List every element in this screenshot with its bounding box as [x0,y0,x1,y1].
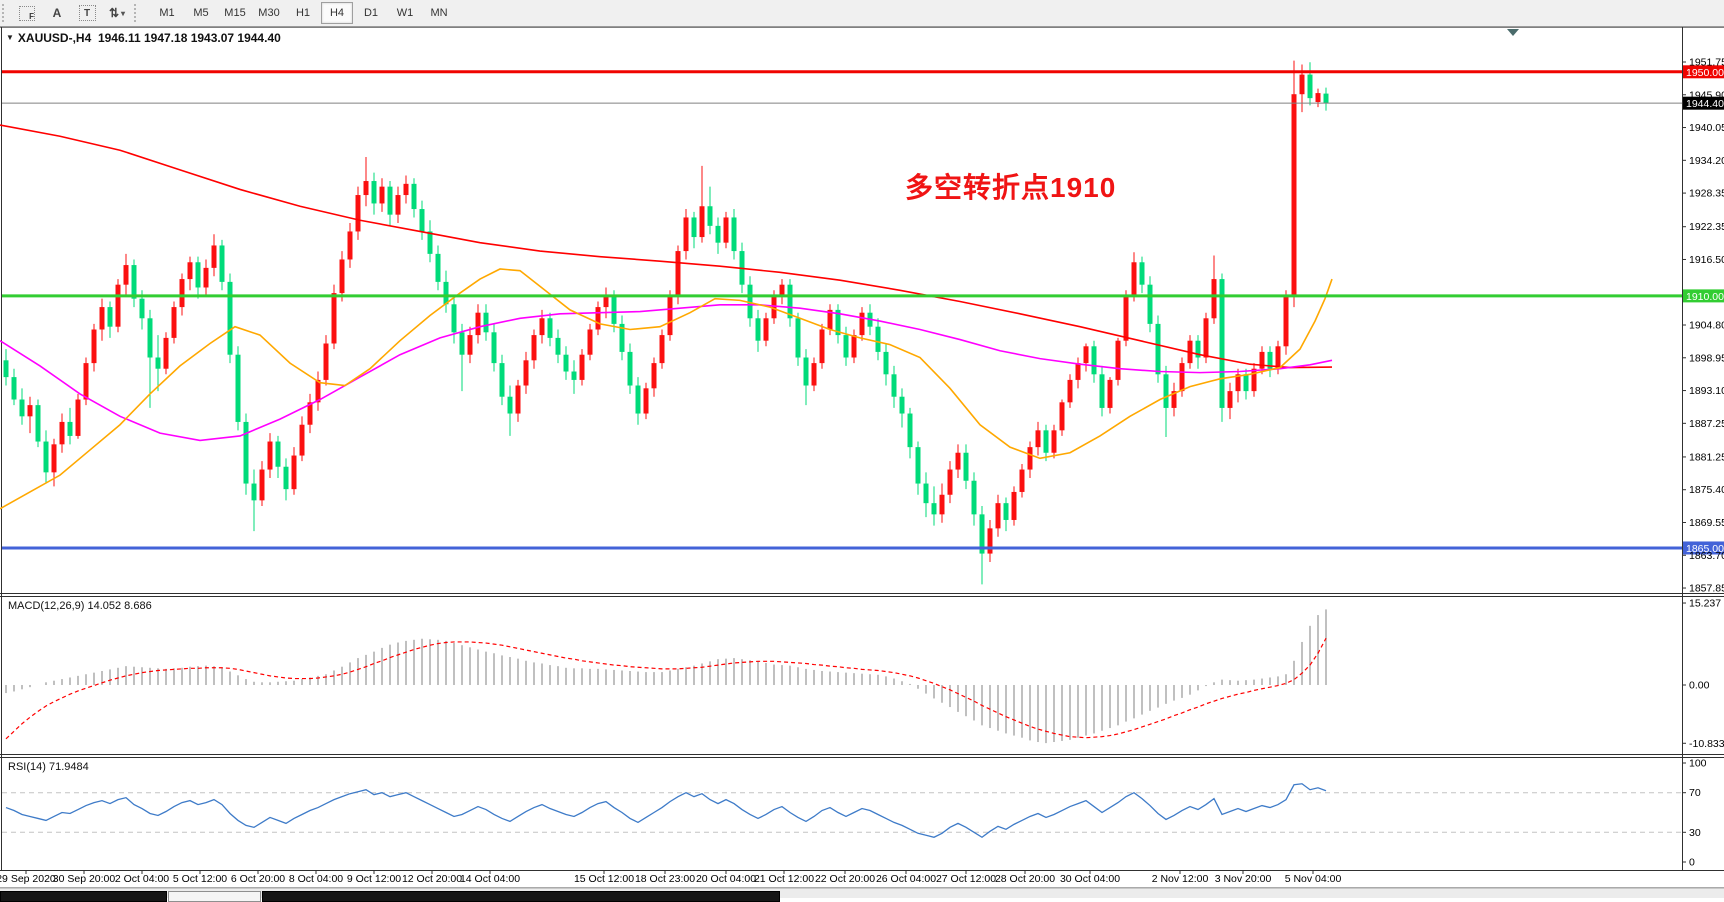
chart-shift-marker-icon [1507,29,1519,36]
rsi-indicator-label: RSI(14) 71.9484 [8,761,89,773]
price-axis-label: 1928.35 [1689,188,1724,200]
fibonacci-icon: F [19,5,35,21]
time-axis-label: 30 Oct 04:00 [1060,873,1120,885]
top-toolbar: F A T ⇅ ▾ M1 M5 M15 M30 H1 H4 D1 W1 MN [0,0,1724,27]
price-axis-label: 1863.70 [1689,550,1724,562]
price-axis-label: 1934.20 [1689,155,1724,167]
price-badge-1910.00 [1683,289,1724,303]
timeframe-button-m5[interactable]: M5 [193,7,209,19]
symbol-dropdown-icon[interactable]: ▼ [6,33,14,42]
candles-layer [3,60,1329,585]
ma-red-line [0,124,1333,369]
price-axis-label: 1940.05 [1689,122,1724,134]
chart-background [0,27,1724,888]
time-axis-label: 27 Oct 12:00 [936,873,996,885]
timeframe-button-m15[interactable]: M15 [224,7,246,19]
time-axis-label: 26 Oct 04:00 [876,873,936,885]
price-axis-label: 1922.35 [1689,221,1724,233]
price-badge-1950.00 [1683,65,1724,79]
time-axis-label: 5 Nov 04:00 [1285,873,1342,885]
timeframe-button-h1[interactable]: H1 [295,7,311,19]
price-badge-text: 1944.40 [1686,98,1724,110]
time-axis-label: 8 Oct 04:00 [289,873,343,885]
price-badge-text: 1950.00 [1686,67,1724,79]
time-axis-label: 9 Oct 12:00 [347,873,401,885]
horizontal-level-lines: 1950.00 1944.40 1910.00 1865.00 [2,65,1724,555]
toolbar-grip[interactable] [2,4,9,22]
time-axis-label: 5 Oct 12:00 [173,873,227,885]
rsi-pane: 100 70 30 0 [2,758,1707,869]
rsi-line [5,783,1327,839]
time-axis-label: 12 Oct 20:00 [402,873,462,885]
timeframe-button-d1[interactable]: D1 [363,7,379,19]
macd-indicator-label: MACD(12,26,9) 14.052 8.686 [8,600,152,612]
symbol-timeframe-label: XAUUSD-,H4 [17,31,92,45]
time-axis-label: 2 Nov 12:00 [1152,873,1209,885]
time-axis-label: 14 Oct 04:00 [460,873,520,885]
price-badge-1944.40 [1683,96,1724,110]
price-badge-text: 1910.00 [1686,291,1724,303]
price-axis: 1951.75 1945.90 1940.05 1934.20 1928.35 1922.… [1682,57,1724,595]
macd-signal-line [5,637,1327,740]
rsi-axis-label: 0 [1689,857,1695,869]
time-axis-label: 29 Sep 2020 [0,873,56,885]
timeframe-button-m30[interactable]: M30 [258,7,280,19]
price-axis-label: 1869.55 [1689,517,1724,529]
time-axis-label: 2 Oct 04:00 [115,873,169,885]
rsi-axis-label: 100 [1689,758,1707,770]
macd-axis: 15.237 0.00 -10.833 [1682,598,1724,750]
ohlc-values: 1946.11 1947.18 1943.07 1944.40 [97,31,281,45]
arrows-icon: ⇅ [108,6,120,20]
ma-magenta-line [0,304,1333,442]
price-axis-label: 1898.95 [1689,352,1724,364]
time-axis-label: 22 Oct 20:00 [815,873,875,885]
text-tool-button[interactable]: A [45,3,69,23]
chart-canvas[interactable]: 1950.00 1944.40 1910.00 1865.00 1951.75 1945.… [0,27,1724,888]
chart-text-annotation: 多空转折点1910 [905,172,1117,203]
ma-orange-line [0,268,1333,510]
rsi-axis-label: 70 [1689,787,1701,799]
price-axis-label: 1916.50 [1689,254,1724,266]
timeframe-button-group: M1 M5 M15 M30 H1 H4 D1 W1 MN [150,2,456,24]
rsi-axis-label: 30 [1689,827,1701,839]
time-axis-label: 6 Oct 20:00 [231,873,285,885]
chart-window[interactable]: 1950.00 1944.40 1910.00 1865.00 1951.75 1945.… [0,27,1724,888]
timeframe-button-mn[interactable]: MN [430,7,448,19]
time-axis-label: 20 Oct 04:00 [696,873,756,885]
price-axis-label: 1881.25 [1689,451,1724,463]
price-axis-label: 1875.40 [1689,484,1724,496]
macd-axis-label: -10.833 [1689,738,1724,750]
time-axis-label: 21 Oct 12:00 [754,873,814,885]
time-axis-label: 15 Oct 12:00 [574,873,634,885]
price-axis-label: 1951.75 [1689,57,1724,69]
price-badge-1865.00 [1683,541,1724,555]
time-axis-label: 18 Oct 23:00 [635,873,695,885]
price-axis-label: 1945.90 [1689,89,1724,101]
price-axis-label: 1904.80 [1689,320,1724,332]
price-badge-text: 1865.00 [1686,543,1724,555]
timeframe-button-m1[interactable]: M1 [159,7,175,19]
timeframe-button-w1[interactable]: W1 [396,7,414,19]
fibonacci-tool-button[interactable]: F [15,3,39,23]
timeframe-button-h4[interactable]: H4 [321,2,353,24]
macd-axis-label: 0.00 [1689,680,1710,692]
price-axis-label: 1893.10 [1689,385,1724,397]
time-axis-label: 30 Sep 20:00 [53,873,116,885]
macd-axis-label: 15.237 [1689,598,1721,610]
macd-histogram [5,609,1327,744]
pane-borders [0,27,1724,888]
text-icon: A [52,6,62,20]
chart-title: ▼ XAUUSD-,H4 1946.11 1947.18 1943.07 1944… [6,31,281,45]
arrows-tool-button[interactable]: ⇅ ▾ [105,3,129,23]
price-axis-label: 1857.85 [1689,583,1724,595]
text-label-icon: T [78,5,96,21]
timeframe-toolbar-grip[interactable] [134,4,141,22]
time-axis-label: 28 Oct 20:00 [995,873,1055,885]
price-axis-label: 1887.25 [1689,418,1724,430]
label-tool-button[interactable]: T [75,3,99,23]
chevron-down-icon: ▾ [121,8,126,18]
time-axis-label: 3 Nov 20:00 [1215,873,1272,885]
